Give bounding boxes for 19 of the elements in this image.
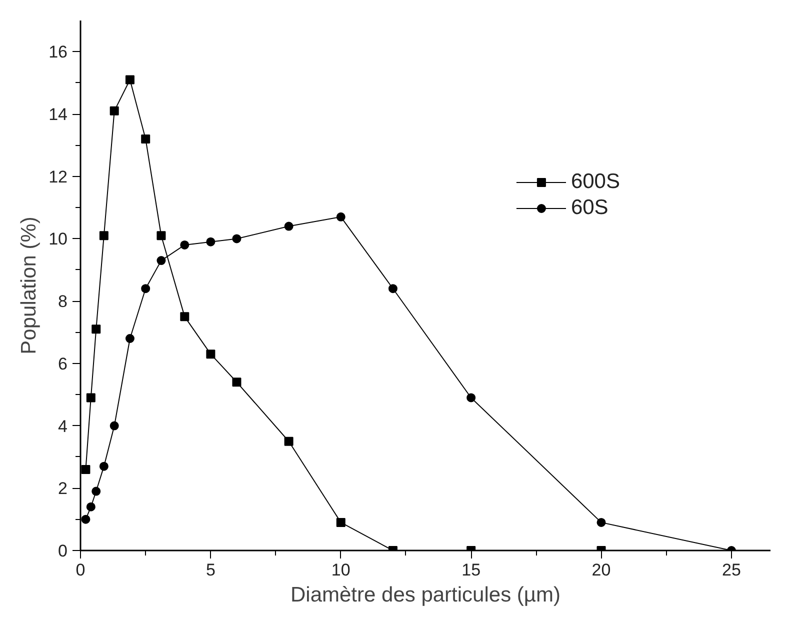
- y-tick-label: 6: [58, 354, 68, 374]
- y-tick-label: 0: [58, 542, 68, 560]
- y-tick-label: 2: [58, 479, 68, 498]
- legend-label: 600S: [570, 170, 620, 194]
- x-tick-label: 10: [331, 560, 350, 580]
- y-tick-label: 4: [58, 416, 68, 436]
- x-tick-label: 15: [462, 560, 481, 580]
- x-tick-label: 25: [722, 560, 741, 580]
- y-tick-label: 10: [48, 230, 68, 249]
- x-tick-label: 20: [592, 560, 611, 580]
- x-tick-label: 0: [76, 560, 86, 580]
- x-tick-label: 5: [206, 560, 216, 580]
- y-tick-label: 14: [48, 105, 68, 124]
- y-tick-label: 16: [48, 42, 68, 62]
- y-tick-label: 8: [58, 292, 68, 312]
- y-tick-label: 12: [48, 167, 68, 186]
- legend-label: 60S: [570, 196, 608, 220]
- x-axis-title: Diamètre des particules (µm): [290, 584, 561, 606]
- y-axis-title: Population (%): [18, 216, 41, 354]
